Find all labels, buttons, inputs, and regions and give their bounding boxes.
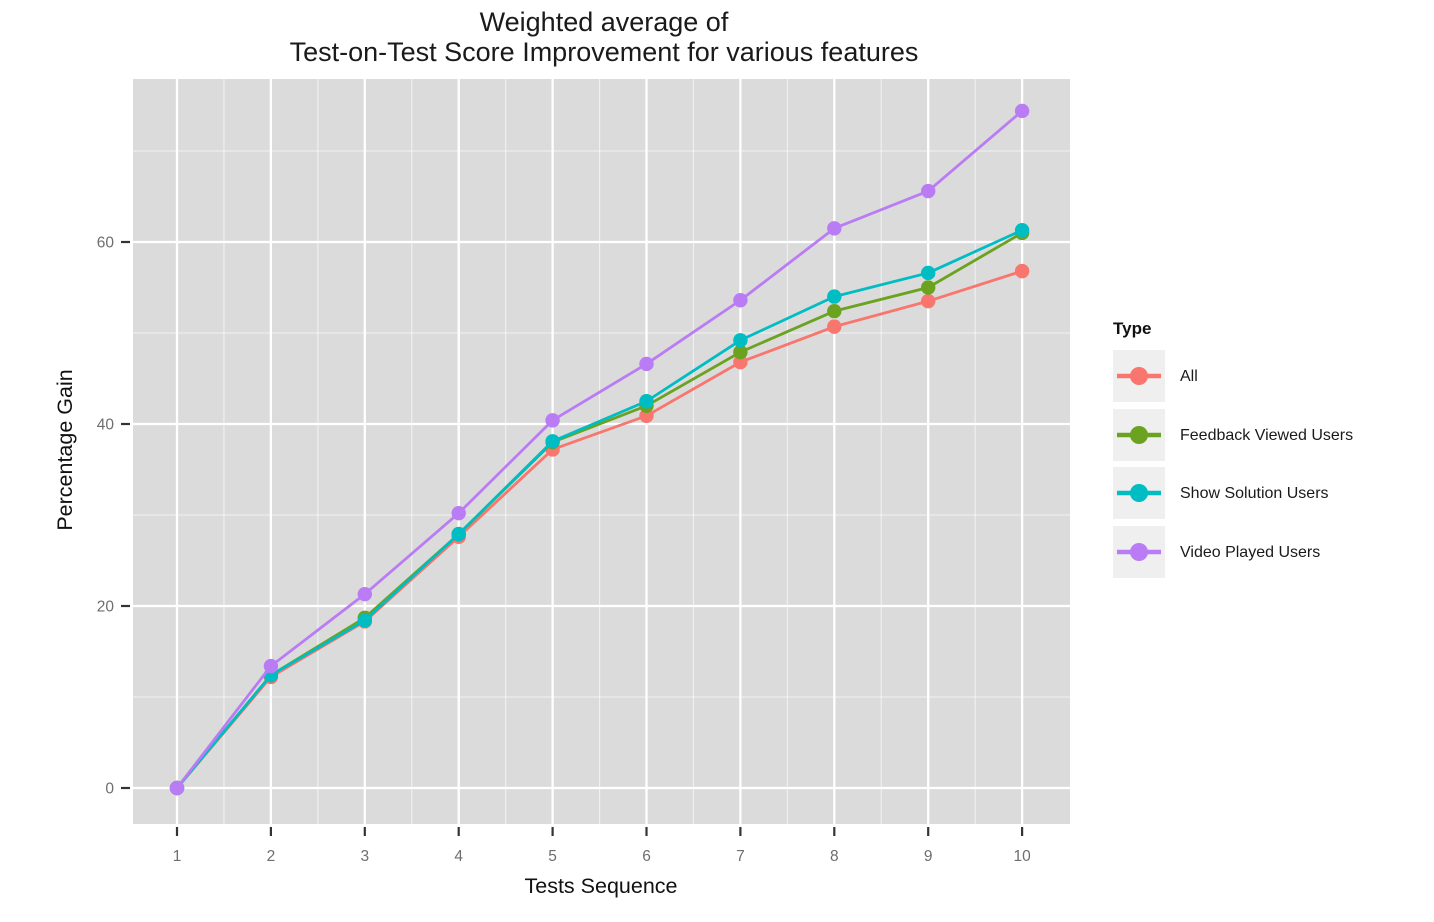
x-tick-label: 2 [267, 848, 276, 865]
legend-label-feedback-viewed-users: Feedback Viewed Users [1180, 427, 1353, 444]
series-point-3 [827, 221, 842, 236]
series-point-1 [733, 344, 748, 360]
legend-item-show-solution-users: Show Solution Users [1113, 467, 1329, 519]
x-tick-label: 7 [736, 848, 745, 865]
legend-key-point [1130, 484, 1148, 502]
legend-key-point [1130, 426, 1148, 444]
series-point-3 [357, 586, 372, 602]
x-tick-label: 3 [360, 848, 369, 865]
series-point-2 [921, 265, 936, 281]
plot-panel: 1 2 3 4 5 6 7 8 9 10 0 20 40 60 [97, 79, 1070, 865]
series-point-2 [1014, 222, 1030, 238]
series-line-3 [175, 109, 1024, 790]
legend-item-feedback-viewed-users: Feedback Viewed Users [1113, 409, 1353, 461]
series-point-3 [263, 658, 279, 674]
series-point-3 [545, 413, 560, 428]
x-axis-title: Tests Sequence [525, 874, 678, 898]
x-tick-label: 5 [548, 848, 557, 865]
series-line-2 [175, 228, 1024, 790]
x-tick-label: 4 [454, 848, 463, 865]
series-point-0 [921, 293, 936, 309]
y-tick-label: 40 [97, 417, 115, 434]
series-point-0 [733, 354, 748, 370]
legend-label-video-played-users: Video Played Users [1180, 544, 1320, 561]
series-point-2 [639, 394, 654, 409]
legend-item-video-played-users: Video Played Users [1113, 526, 1320, 578]
series-point-0 [639, 408, 654, 424]
series-point-0 [827, 319, 842, 334]
series-point-2 [545, 434, 560, 449]
y-tick-label: 60 [97, 235, 115, 252]
series-point-2 [357, 613, 372, 628]
x-tick-label: 1 [173, 848, 182, 865]
series-point-3 [921, 183, 936, 199]
legend-key-point [1130, 367, 1148, 385]
series-point-2 [451, 526, 466, 542]
x-tick-label: 6 [642, 848, 651, 865]
series-point-0 [1014, 263, 1030, 279]
legend-item-all: All [1113, 350, 1198, 402]
chart-title-line1: Weighted average of [480, 7, 729, 37]
y-tick-label: 20 [97, 599, 115, 616]
series-point-1 [827, 303, 842, 319]
chart-title-line2: Test-on-Test Score Improvement for vario… [290, 37, 919, 67]
x-tick-label: 9 [924, 848, 933, 865]
legend-label-all: All [1180, 368, 1198, 385]
series-point-3 [639, 356, 654, 372]
panel-background [133, 79, 1070, 824]
legend-title: Type [1113, 319, 1151, 338]
legend: Type All Feedback Viewed Users Show Solu… [1113, 319, 1353, 578]
series-point-3 [733, 293, 748, 308]
series-point-3 [169, 780, 185, 796]
series-point-3 [1014, 103, 1030, 119]
x-tick-label: 8 [830, 848, 839, 865]
series-point-3 [451, 505, 466, 521]
series-point-1 [921, 280, 936, 295]
y-axis-title: Percentage Gain [53, 369, 77, 530]
y-tick-label: 0 [105, 781, 114, 798]
legend-label-show-solution-users: Show Solution Users [1180, 485, 1329, 502]
series-point-2 [827, 289, 842, 304]
x-tick-label: 10 [1013, 848, 1031, 865]
series-point-2 [733, 333, 748, 348]
legend-key-point [1130, 543, 1148, 561]
